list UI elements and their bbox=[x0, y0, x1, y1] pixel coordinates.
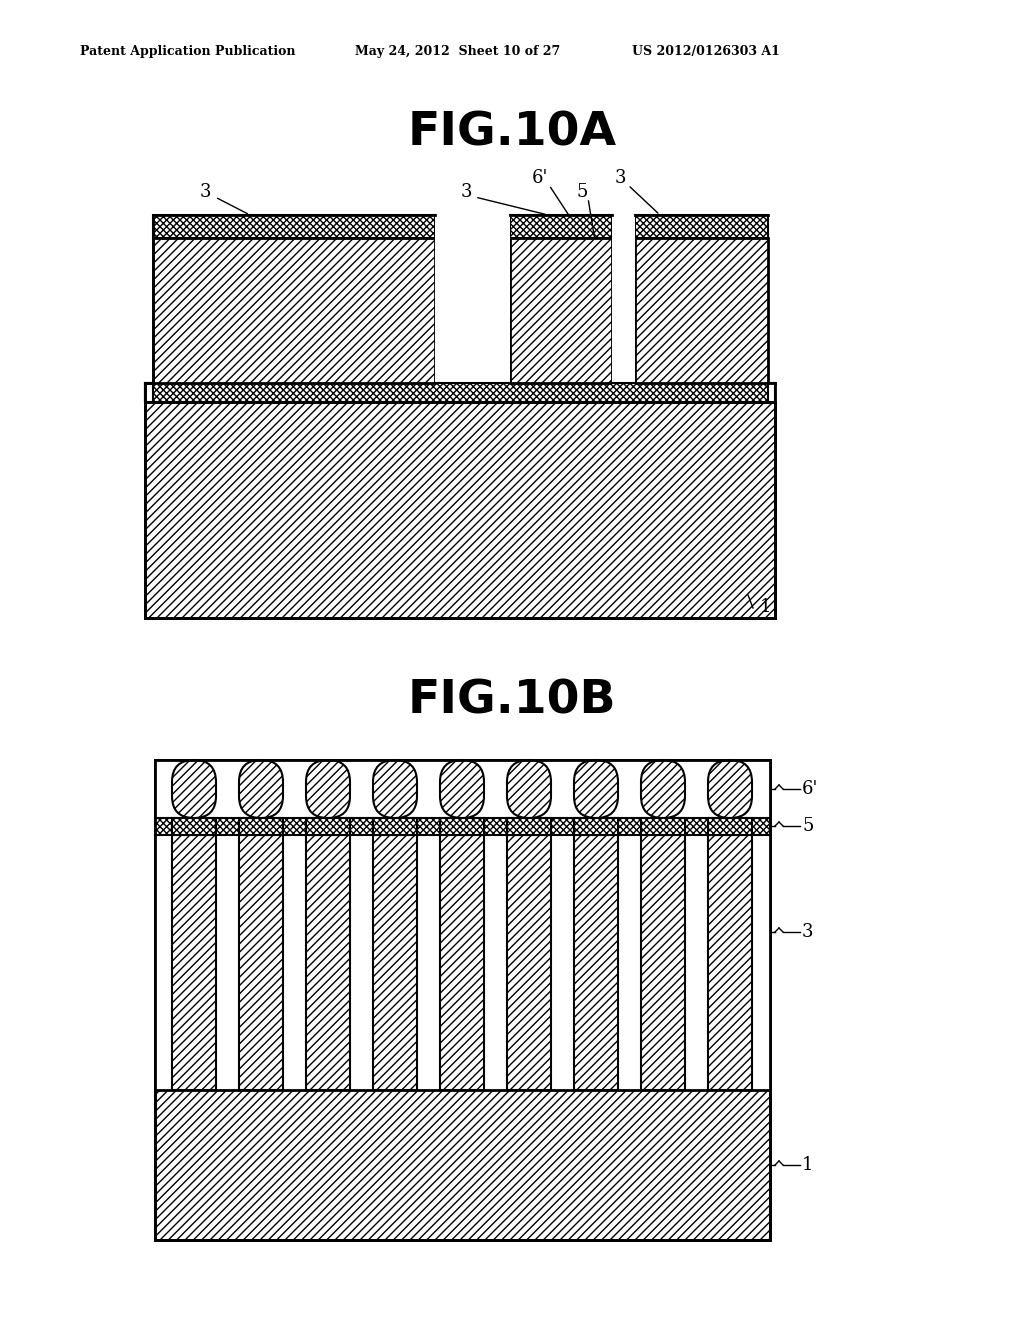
Text: FIG.10A: FIG.10A bbox=[408, 110, 616, 154]
Bar bbox=[155, 760, 770, 1239]
Text: 6': 6' bbox=[802, 780, 818, 799]
Bar bbox=[145, 383, 775, 403]
Bar bbox=[155, 818, 770, 836]
Text: 3: 3 bbox=[460, 183, 472, 201]
Bar bbox=[440, 818, 484, 836]
Bar bbox=[507, 836, 551, 1090]
FancyBboxPatch shape bbox=[708, 760, 752, 818]
Bar bbox=[145, 383, 153, 403]
Bar bbox=[153, 238, 435, 383]
Bar bbox=[641, 818, 685, 836]
Bar bbox=[708, 818, 752, 836]
Bar bbox=[507, 818, 551, 836]
Bar bbox=[612, 383, 635, 403]
Text: May 24, 2012  Sheet 10 of 27: May 24, 2012 Sheet 10 of 27 bbox=[355, 45, 560, 58]
Text: Patent Application Publication: Patent Application Publication bbox=[80, 45, 296, 58]
Text: 3: 3 bbox=[614, 169, 626, 187]
Bar bbox=[145, 403, 775, 618]
Bar bbox=[641, 836, 685, 1090]
Text: US 2012/0126303 A1: US 2012/0126303 A1 bbox=[632, 45, 780, 58]
Bar bbox=[612, 383, 635, 403]
FancyBboxPatch shape bbox=[574, 760, 618, 818]
Text: 3: 3 bbox=[802, 923, 813, 941]
Bar bbox=[172, 836, 216, 1090]
Bar bbox=[306, 818, 350, 836]
FancyBboxPatch shape bbox=[373, 760, 417, 818]
Text: 1: 1 bbox=[760, 598, 771, 616]
Bar bbox=[708, 836, 752, 1090]
FancyBboxPatch shape bbox=[172, 760, 216, 818]
Bar bbox=[172, 818, 216, 836]
Bar bbox=[373, 836, 417, 1090]
Bar bbox=[155, 760, 770, 1239]
Bar bbox=[574, 836, 618, 1090]
FancyBboxPatch shape bbox=[306, 760, 350, 818]
Bar bbox=[435, 383, 510, 403]
Bar bbox=[155, 1090, 770, 1239]
Bar bbox=[145, 383, 153, 403]
Bar bbox=[612, 215, 635, 403]
Text: 6': 6' bbox=[531, 169, 548, 187]
Bar bbox=[306, 836, 350, 1090]
Bar bbox=[574, 818, 618, 836]
Bar bbox=[145, 403, 153, 618]
Bar bbox=[635, 215, 768, 238]
Bar bbox=[612, 215, 635, 383]
Bar bbox=[510, 215, 612, 238]
FancyBboxPatch shape bbox=[239, 760, 283, 818]
FancyBboxPatch shape bbox=[641, 760, 685, 818]
Bar bbox=[155, 760, 770, 1090]
Text: 5: 5 bbox=[802, 817, 813, 836]
Text: 3: 3 bbox=[200, 183, 211, 201]
Text: 5: 5 bbox=[577, 183, 588, 201]
FancyBboxPatch shape bbox=[507, 760, 551, 818]
Text: 1: 1 bbox=[802, 1156, 813, 1173]
Bar bbox=[510, 238, 612, 383]
Bar bbox=[440, 836, 484, 1090]
Bar bbox=[153, 215, 435, 238]
Bar bbox=[768, 403, 775, 618]
Bar bbox=[768, 383, 775, 403]
Bar bbox=[239, 836, 283, 1090]
Bar bbox=[435, 215, 510, 403]
Bar bbox=[373, 818, 417, 836]
Bar bbox=[435, 215, 510, 383]
Bar bbox=[145, 403, 775, 618]
FancyBboxPatch shape bbox=[440, 760, 484, 818]
Bar bbox=[635, 238, 768, 383]
Bar bbox=[435, 383, 510, 403]
Text: FIG.10B: FIG.10B bbox=[408, 678, 616, 723]
Bar bbox=[239, 818, 283, 836]
